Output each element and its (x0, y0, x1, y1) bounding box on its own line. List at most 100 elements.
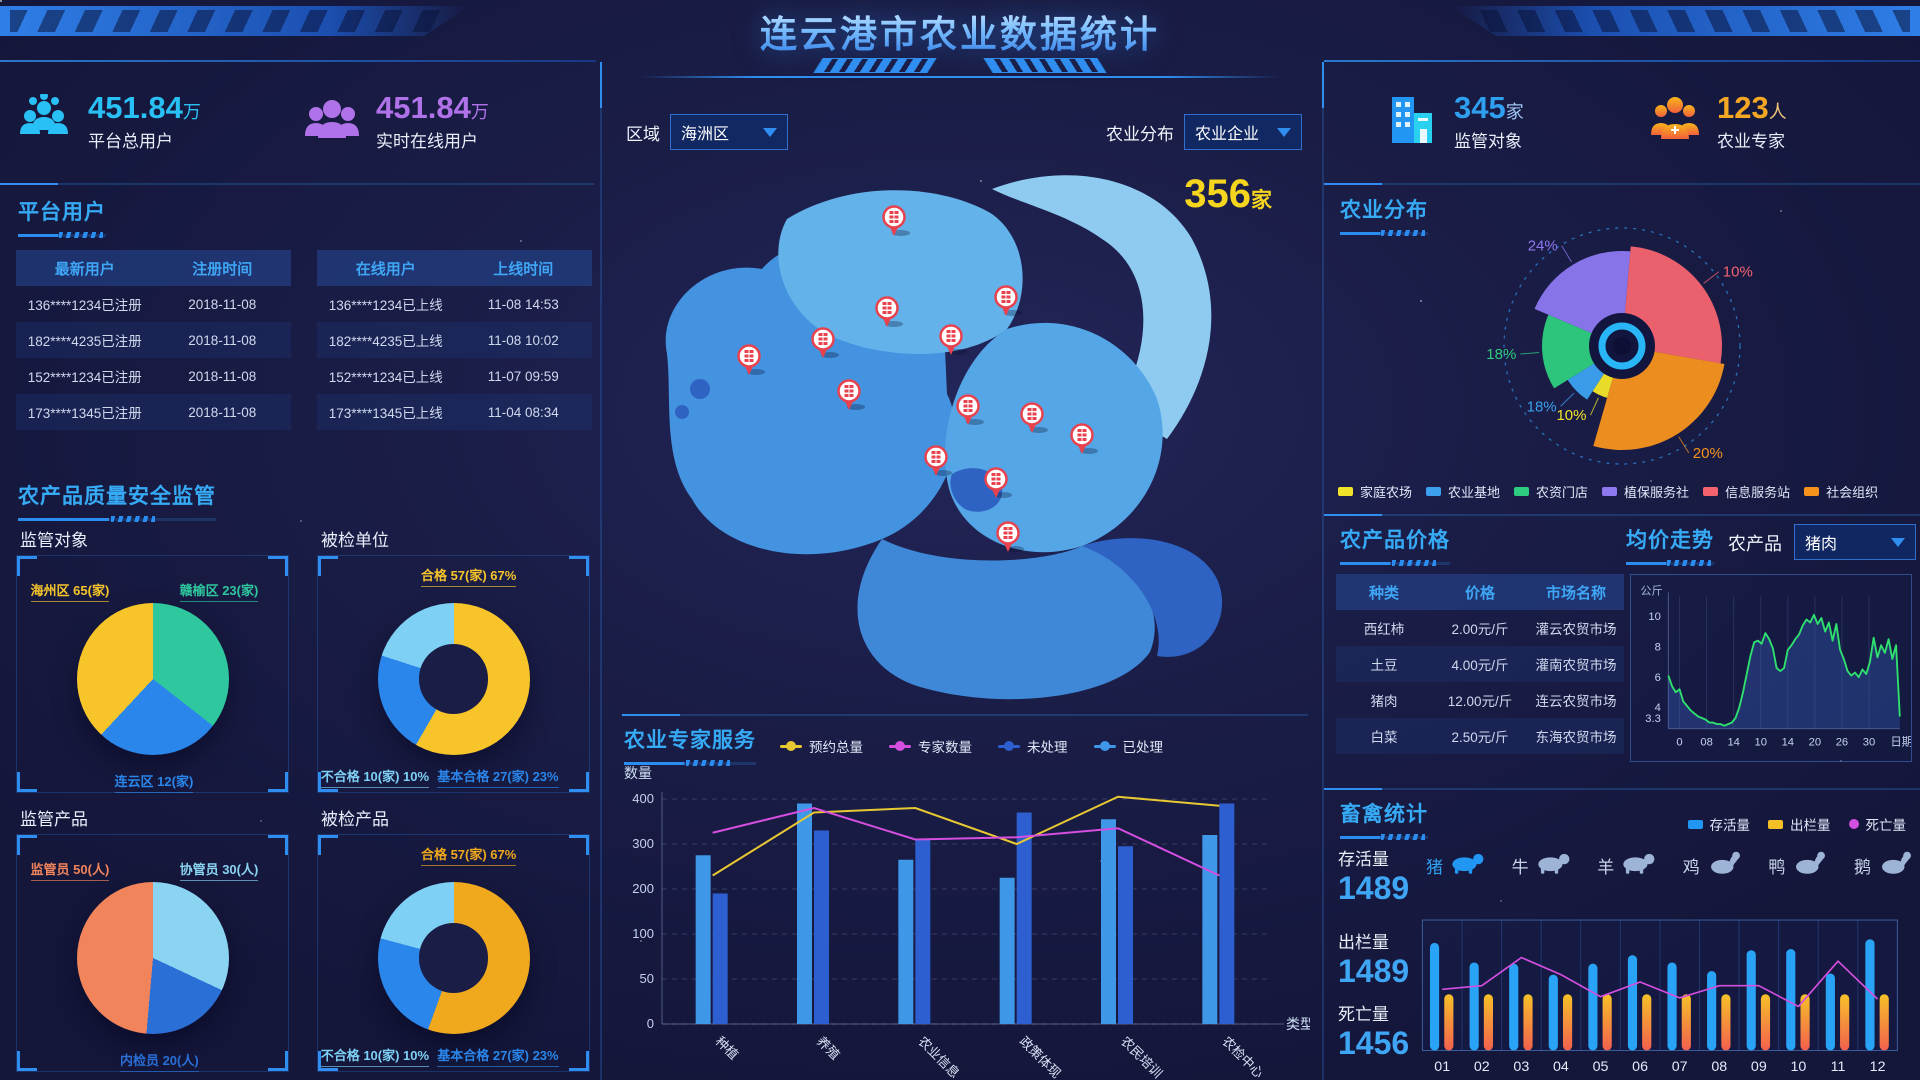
legend-marker-icon (780, 741, 802, 751)
svg-text:12: 12 (1870, 1059, 1886, 1075)
chevron-down-icon (763, 127, 777, 137)
bar-survival (1469, 962, 1479, 1051)
price-trend-panel: 公斤 0 08 14 10 14 20 26 30 日期 3.3 4 6 8 10 (1630, 574, 1913, 762)
bar-slaughter (1681, 994, 1691, 1051)
legend-item[interactable]: 农资门店 (1514, 482, 1588, 501)
animal-tab-cow[interactable]: 牛 (1512, 850, 1572, 880)
bar-slaughter (1840, 994, 1850, 1051)
bar-survival (1627, 955, 1638, 1051)
location-pin-icon[interactable] (994, 285, 1023, 317)
bar-done (797, 803, 812, 1024)
table-cell: 4.00元/斤 (1451, 658, 1509, 673)
register-table: 最新用户 注册时间 136****1234已注册 2018-11-08 182****4… (16, 250, 291, 430)
region-select-value: 海洲区 (681, 126, 730, 143)
legend-item[interactable]: 家庭农场 (1338, 482, 1412, 501)
legend-marker-icon (1602, 487, 1618, 496)
chart-cell-supervise-objects: 监管对象 赣榆区 23(家) 连云区 12(家) 海州区 65(家) (16, 520, 289, 793)
legend-marker-icon (1848, 819, 1859, 829)
location-pin-icon[interactable] (737, 344, 766, 376)
table-cell: 12.00元/斤 (1447, 694, 1513, 709)
death-value: 1456 (1338, 1025, 1410, 1061)
bar-done (1202, 835, 1218, 1024)
map-district-southeast[interactable] (1082, 538, 1223, 657)
location-pin-icon[interactable] (882, 205, 911, 237)
checked-units-donut-chart: 合格 57(家) 67% 基本合格 27(家) 23% 不合格 10(家) 10% (318, 556, 589, 792)
location-pin-icon[interactable] (1020, 402, 1049, 434)
legend-item[interactable]: 社会组织 (1804, 482, 1878, 501)
line-death (1442, 956, 1879, 1008)
svg-text:3.3: 3.3 (1645, 713, 1661, 725)
animal-tab-sheep[interactable]: 羊 (1597, 850, 1657, 880)
table-header-cell: 市场名称 (1545, 584, 1606, 602)
table-cell: 182****4235已注册 (27, 334, 142, 349)
legend-label: 农资门店 (1536, 485, 1589, 500)
table-cell: 182****4235已上线 (328, 334, 443, 349)
legend-label: 社会组织 (1826, 485, 1879, 500)
header-line-left (0, 60, 596, 62)
bar-slaughter (1760, 994, 1771, 1051)
bar-survival (1429, 942, 1440, 1051)
location-pin-icon[interactable] (939, 324, 968, 356)
stat-unit: 万 (470, 101, 489, 122)
location-pin-icon[interactable] (924, 445, 953, 477)
bar-pending (712, 893, 728, 1024)
trend-product-select[interactable]: 猪肉 (1794, 524, 1916, 560)
stat-label: 监管对象 (1454, 132, 1522, 152)
location-pin-icon[interactable] (996, 521, 1025, 553)
bar-pending (1118, 846, 1133, 1024)
divider (1324, 514, 1920, 516)
location-pin-icon[interactable] (1070, 423, 1099, 455)
legend-item[interactable]: 信息服务站 (1703, 482, 1790, 501)
svg-text:0: 0 (1676, 736, 1682, 748)
legend-item[interactable]: 专家数量 (889, 736, 972, 756)
location-pin-icon[interactable] (875, 296, 904, 328)
legend-item[interactable]: 预约总量 (780, 736, 863, 756)
region-label: 区域 (626, 124, 660, 144)
map-district-northeast[interactable] (992, 175, 1212, 439)
location-pin-icon[interactable] (984, 467, 1013, 499)
svg-text:05: 05 (1593, 1059, 1609, 1075)
legend-item[interactable]: 农业基地 (1426, 482, 1500, 501)
map-island (690, 379, 710, 399)
city-map[interactable] (612, 144, 1312, 719)
distribution-select[interactable]: 农业企业 (1184, 114, 1302, 150)
table-cell: 2.00元/斤 (1451, 622, 1509, 637)
svg-text:400: 400 (632, 791, 654, 806)
animal-tab-duck[interactable]: 鸭 (1768, 850, 1828, 880)
legend-label: 已处理 (1122, 740, 1164, 755)
map-district-south[interactable] (857, 539, 1155, 700)
building-icon (1384, 93, 1440, 152)
rose-pct-label: 10% (1723, 264, 1753, 281)
table-row: 白菜 2.50元/斤 东海农贸市场 (1336, 718, 1624, 754)
legend-marker-icon (1804, 487, 1820, 496)
location-pin-icon[interactable] (956, 394, 985, 426)
legend-marker-icon (1426, 487, 1442, 496)
section-title-expert-service: 农业专家服务 (624, 724, 756, 766)
legend-item[interactable]: 存活量 (1687, 814, 1750, 834)
legend-item[interactable]: 植保服务社 (1602, 482, 1689, 501)
location-pin-icon[interactable] (837, 379, 866, 411)
animal-name: 牛 (1511, 857, 1529, 877)
bar-slaughter (1444, 994, 1454, 1051)
animal-tab-goose[interactable]: 鹅 (1854, 850, 1914, 880)
bar-survival (1548, 974, 1558, 1051)
legend-label: 死亡量 (1865, 818, 1907, 833)
svg-text:300: 300 (632, 836, 654, 851)
legend-item[interactable]: 已处理 (1093, 736, 1164, 756)
map-district-east[interactable] (944, 322, 1163, 553)
legend-marker-icon (1703, 487, 1719, 496)
stat-label: 平台总用户 (88, 132, 173, 152)
header-deco-left (0, 6, 470, 36)
legend-marker-icon (1768, 819, 1783, 829)
animal-tab-pig[interactable]: 猪 (1426, 850, 1486, 880)
stat-value: 451.84 (376, 89, 471, 125)
map-district-north[interactable] (778, 190, 1023, 354)
animal-tab-chicken[interactable]: 鸡 (1683, 850, 1743, 880)
legend-item[interactable]: 死亡量 (1848, 814, 1907, 834)
legend-marker-icon (1514, 487, 1530, 496)
location-pin-icon[interactable] (811, 327, 840, 359)
legend-item[interactable]: 出栏量 (1768, 814, 1831, 834)
region-select[interactable]: 海洲区 (670, 114, 788, 150)
legend-item[interactable]: 未处理 (998, 736, 1068, 756)
svg-text:日期: 日期 (1890, 735, 1911, 748)
